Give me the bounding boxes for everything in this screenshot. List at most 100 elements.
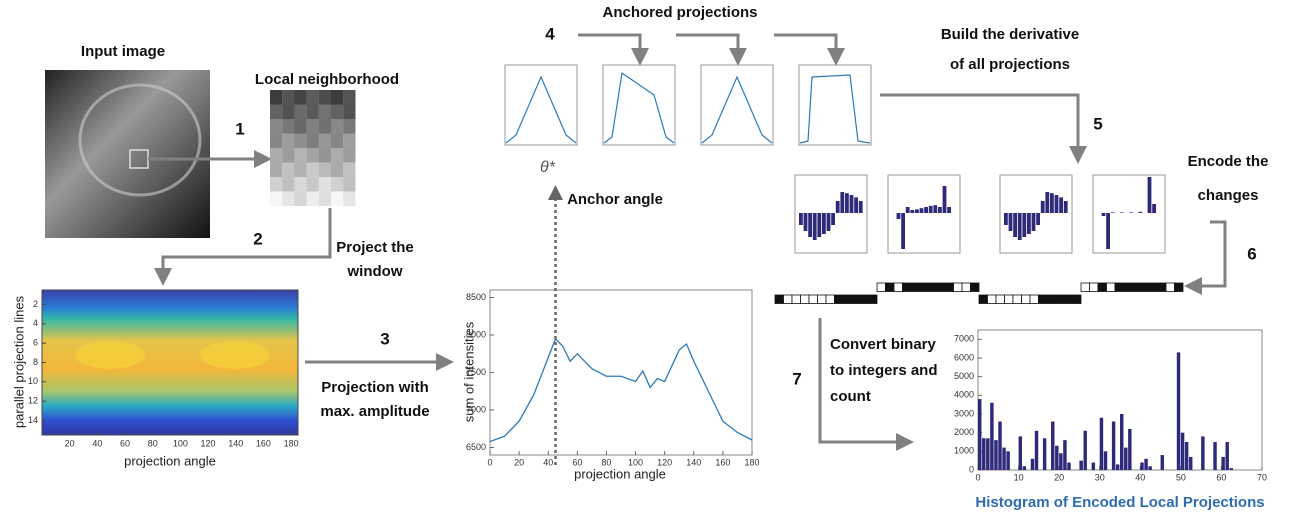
bit [1005, 295, 1014, 304]
bar [1079, 461, 1082, 470]
bit [792, 295, 801, 304]
pixel [282, 105, 294, 120]
label: changes [1198, 187, 1259, 204]
x-tick-label: 20 [65, 438, 75, 448]
mini-bar [1032, 213, 1036, 231]
x-tick-label: 100 [628, 457, 643, 467]
bit [996, 295, 1005, 304]
y-tick-label: 6000 [954, 352, 974, 362]
x-tick-label: 180 [284, 438, 299, 448]
label: max. amplitude [320, 403, 429, 420]
bit [1030, 295, 1039, 304]
pixel [294, 90, 306, 105]
pixel [307, 90, 319, 105]
mini-bar [845, 193, 849, 213]
pixel [294, 119, 306, 134]
axis-label: projection angle [574, 466, 666, 481]
bar [1104, 451, 1107, 470]
y-tick-label: 8 [33, 357, 38, 367]
bit [1132, 283, 1141, 292]
mini-bar [827, 213, 831, 231]
bar [982, 438, 985, 470]
bar [1063, 440, 1066, 470]
pixel [343, 192, 355, 207]
x-tick-label: 160 [256, 438, 271, 448]
mini-bar [906, 207, 910, 213]
bit [937, 283, 946, 292]
mini-bar [901, 213, 905, 249]
y-tick-label: 4 [33, 318, 38, 328]
bar [1120, 414, 1123, 470]
mini-bar [799, 213, 803, 225]
bar [1181, 433, 1184, 470]
mini-bar [859, 201, 863, 213]
bar [1148, 466, 1151, 470]
x-tick-label: 60 [120, 438, 130, 448]
pixel [331, 177, 343, 192]
y-tick-label: 4000 [954, 390, 974, 400]
input-image [45, 70, 210, 238]
label: Build the derivative [941, 26, 1079, 43]
label: Local neighborhood [255, 71, 399, 88]
pixel [307, 177, 319, 192]
mini-bar [1022, 213, 1026, 237]
bar [1124, 448, 1127, 470]
mini-bar [850, 195, 854, 213]
bit [1022, 295, 1031, 304]
label: window [347, 263, 403, 280]
bit [1158, 283, 1167, 292]
bit [1039, 295, 1048, 304]
pixel [331, 134, 343, 149]
step-number: 6 [1247, 244, 1256, 263]
bit [1124, 283, 1133, 292]
y-tick-label: 10 [28, 376, 38, 386]
pixel [294, 105, 306, 120]
bit [1081, 283, 1090, 292]
label: of all projections [950, 56, 1070, 73]
label: Convert binary [830, 336, 937, 353]
x-tick-label: 20 [514, 457, 524, 467]
mini-bar [1138, 212, 1142, 213]
bit [903, 283, 912, 292]
mini-bar [1018, 213, 1022, 240]
bar [1225, 442, 1228, 470]
mini-bar [943, 186, 947, 213]
mini-bar [933, 205, 937, 213]
bar [1213, 442, 1216, 470]
heatmap-blob [200, 341, 270, 369]
step-number: 7 [792, 369, 801, 388]
x-tick-label: 70 [1257, 472, 1267, 482]
pixel [331, 90, 343, 105]
bit [818, 295, 827, 304]
y-tick-label: 0 [969, 464, 974, 474]
x-tick-label: 0 [487, 457, 492, 467]
x-tick-label: 0 [975, 472, 980, 482]
mini-bar [836, 201, 840, 213]
x-tick-label: 180 [744, 457, 759, 467]
binary-codes [775, 283, 1183, 304]
mini-bar [840, 192, 844, 213]
label: Project the [336, 239, 414, 256]
x-tick-label: 140 [228, 438, 243, 448]
axis-label: projection angle [124, 453, 216, 468]
y-tick-label: 1000 [954, 446, 974, 456]
pixel [343, 90, 355, 105]
pixel [331, 105, 343, 120]
step-number: 1 [235, 119, 244, 138]
bar [978, 399, 981, 470]
pixel [343, 119, 355, 134]
bit [835, 295, 844, 304]
pixel [294, 192, 306, 207]
bar [994, 440, 997, 470]
pixel [319, 90, 331, 105]
mini-bar [813, 213, 817, 240]
bar [1051, 421, 1054, 470]
bit [962, 283, 971, 292]
bar [998, 421, 1001, 470]
y-tick-label: 7500 [466, 367, 486, 377]
bar [1144, 459, 1147, 470]
mini-bar [1045, 192, 1049, 213]
bar [1201, 436, 1204, 470]
pixel [307, 119, 319, 134]
pixel [282, 119, 294, 134]
